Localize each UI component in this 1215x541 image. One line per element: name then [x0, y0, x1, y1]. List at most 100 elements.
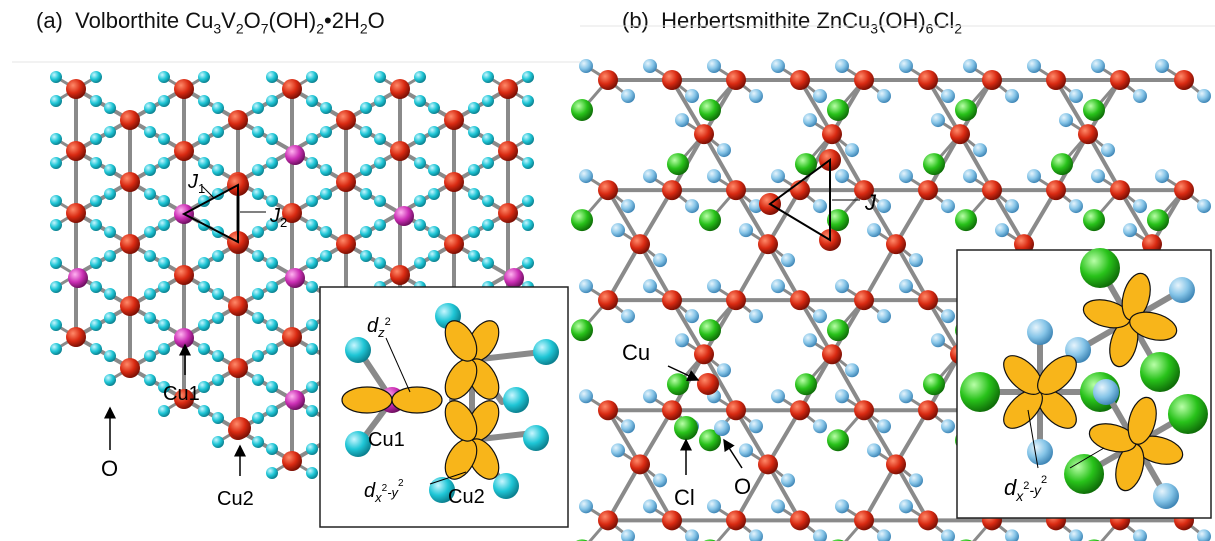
cu-label-b: Cu: [622, 340, 650, 365]
orbital-lobe: [1037, 355, 1077, 395]
copper-atom: [498, 203, 518, 223]
dx2y2-pointer-a: [429, 471, 467, 485]
bond: [830, 132, 866, 193]
copper-atom: [282, 327, 302, 347]
copper-atom: [598, 290, 618, 311]
inset-cu1-label: Cu1: [368, 429, 405, 451]
copper-atom: [229, 417, 251, 439]
oxygen-atom: [374, 219, 386, 231]
copper-atom: [598, 180, 618, 201]
copper-atom: [662, 290, 682, 311]
oxygen-atom: [1005, 89, 1019, 103]
oxygen-atom: [533, 339, 559, 365]
oxygen-atom: [621, 419, 635, 434]
oxygen-atom: [963, 169, 977, 184]
oxygen-atom: [714, 420, 730, 436]
chlorine-atom: [923, 373, 945, 396]
oxygen-atom: [522, 71, 534, 83]
cl-label: Cl: [674, 485, 695, 510]
copper-atom: [228, 296, 248, 316]
oxygen-atom: [739, 443, 753, 458]
dz2-pointer: [385, 337, 411, 393]
oxygen-atom: [266, 381, 278, 393]
oxygen-atom: [144, 288, 156, 300]
bond: [990, 188, 1026, 247]
copper-atom: [758, 234, 778, 255]
oxygen-atom: [707, 279, 721, 294]
copper-atom: [444, 110, 464, 130]
oxygen-atom: [675, 333, 689, 348]
oxygen-atom: [158, 319, 170, 331]
oxygen-atom: [144, 312, 156, 324]
chlorine-atom: [1083, 209, 1105, 232]
oxygen-atom: [212, 250, 224, 262]
oxygen-atom: [306, 71, 318, 83]
vanadium-atom: [285, 390, 305, 410]
vanadium-atom: [174, 328, 194, 348]
chlorine-atom: [674, 416, 698, 440]
oxygen-atom: [212, 312, 224, 324]
oxygen-atom: [579, 59, 593, 73]
oxygen-atom: [1123, 223, 1137, 238]
chlorine-atom: [667, 373, 689, 396]
bond: [798, 298, 834, 357]
oxygen-atom: [771, 499, 785, 514]
bond: [894, 188, 930, 247]
bond: [862, 242, 898, 303]
oxygen-atom: [899, 279, 913, 294]
oxygen-atom: [90, 257, 102, 269]
copper-atom: [790, 400, 810, 421]
oxygen-atom: [104, 312, 116, 324]
copper-atom: [1110, 180, 1130, 201]
oxygen-atom: [579, 169, 593, 184]
copper-atom: [598, 400, 618, 421]
oxygen-atom: [360, 126, 372, 138]
oxygen-atom: [1197, 89, 1211, 103]
oxygen-atom: [877, 419, 891, 434]
copper-atom: [120, 234, 140, 254]
oxygen-atom: [306, 343, 318, 355]
chlorine-atom: [699, 319, 721, 342]
oxygen-atom: [428, 226, 440, 238]
oxygen-atom: [360, 226, 372, 238]
oxygen-atom: [198, 381, 210, 393]
oxygen-atom: [428, 126, 440, 138]
oxygen-atom: [360, 188, 372, 200]
oxygen-atom: [374, 71, 386, 83]
j2-label: J2: [269, 205, 287, 230]
oxygen-atom: [717, 143, 731, 158]
copper-atom: [662, 400, 682, 421]
j-triangle: [768, 158, 860, 242]
copper-atom: [854, 290, 874, 311]
oxygen-atom: [522, 95, 534, 107]
oxygen-atom: [522, 257, 534, 269]
bond: [606, 408, 642, 467]
bond: [606, 242, 642, 303]
chlorine-atom: [1140, 351, 1180, 392]
oxygen-atom: [468, 126, 480, 138]
copper-atom: [1046, 180, 1066, 201]
oxygen-atom: [643, 279, 657, 294]
oxygen-atom: [360, 250, 372, 262]
oxygen-atom: [104, 188, 116, 200]
copper-atom: [336, 234, 356, 254]
oxygen-atom: [781, 253, 795, 268]
copper-atom: [694, 124, 714, 145]
bond: [894, 462, 930, 523]
oxygen-atom: [707, 169, 721, 184]
oxygen-atom: [813, 419, 827, 434]
bond: [894, 408, 930, 467]
oxygen-atom: [1197, 529, 1211, 541]
oxygen-atom: [1059, 113, 1073, 128]
oxygen-atom: [845, 143, 859, 158]
copper-atom: [758, 454, 778, 475]
panel-a-label: (a): [36, 8, 63, 33]
oxygen-atom: [1027, 169, 1041, 184]
oxygen-atom: [414, 219, 426, 231]
oxygen-atom: [144, 250, 156, 262]
oxygen-atom: [198, 343, 210, 355]
oxygen-atom: [781, 473, 795, 488]
oxygen-atom: [374, 133, 386, 145]
copper-atom: [726, 70, 746, 90]
oxygen-atom: [1069, 529, 1083, 541]
